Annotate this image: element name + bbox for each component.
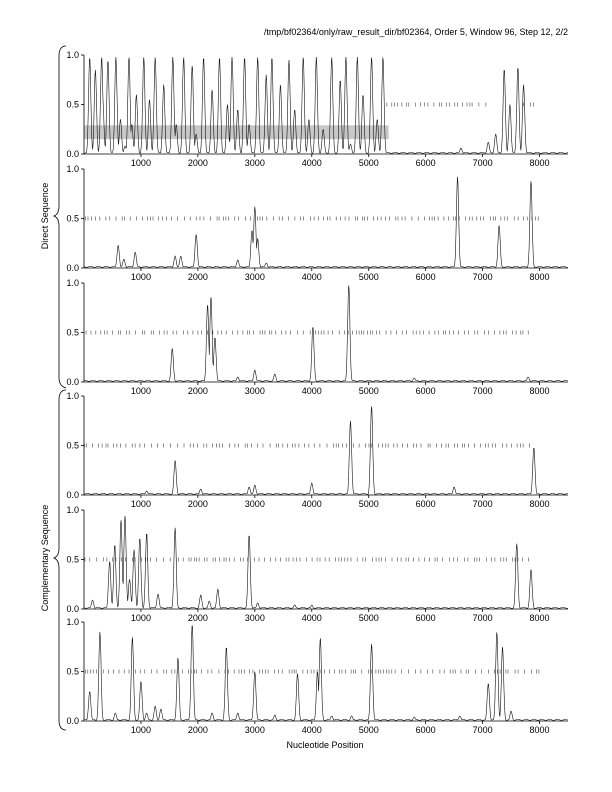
y-tick-label: 0.0 xyxy=(66,263,79,273)
x-tick-label: 1000 xyxy=(131,499,151,509)
signal-trace xyxy=(83,176,568,268)
panel-3: 0.0 0.5 1.0 1000 2000 3000 4000 5000 6000 7000 800… xyxy=(66,278,568,396)
x-tick-label: 7000 xyxy=(473,272,493,282)
panel-2: 0.0 0.5 1.0 1000 2000 3000 4000 5000 6000 7000 800… xyxy=(66,164,568,282)
y-tick-label: 0.0 xyxy=(66,149,79,159)
x-tick-label: 3000 xyxy=(245,386,265,396)
group-brackets: Direct Sequence Complementary Sequence xyxy=(40,45,67,731)
signal-trace xyxy=(83,56,568,154)
x-tick-label: 1000 xyxy=(131,386,151,396)
tick-mark-row xyxy=(84,557,529,562)
x-tick-label: 4000 xyxy=(302,386,322,396)
x-tick-label: 2000 xyxy=(188,272,208,282)
panel-4: 0.0 0.5 1.0 1000 2000 3000 4000 5000 6000 7000 800… xyxy=(66,391,568,509)
y-tick-label: 0.5 xyxy=(66,667,79,677)
y-tick-label: 1.0 xyxy=(66,50,79,60)
y-tick-label: 0.0 xyxy=(66,377,79,387)
panel-5: 0.0 0.5 1.0 1000 2000 3000 4000 5000 6000 7000 800… xyxy=(66,505,568,623)
x-tick-label: 2000 xyxy=(188,499,208,509)
x-tick-label: 4000 xyxy=(302,613,322,623)
x-tick-label: 3000 xyxy=(245,613,265,623)
x-tick-label: 4000 xyxy=(302,725,322,735)
tick-mark-row xyxy=(85,669,540,674)
y-tick-label: 0.5 xyxy=(66,100,79,110)
y-tick-label: 0.0 xyxy=(66,490,79,500)
y-tick-label: 0.5 xyxy=(66,214,79,224)
complementary-sequence-bracket xyxy=(52,389,67,731)
signal-trace xyxy=(83,515,568,609)
direct-sequence-label: Direct Sequence xyxy=(40,183,50,250)
x-tick-label: 2000 xyxy=(188,613,208,623)
x-axis-title: Nucleotide Position xyxy=(286,740,363,750)
y-tick-label: 0.0 xyxy=(66,604,79,614)
y-tick-label: 0.5 xyxy=(66,328,79,338)
x-tick-label: 5000 xyxy=(359,272,379,282)
x-tick-label: 8000 xyxy=(530,158,550,168)
direct-sequence-bracket xyxy=(52,45,67,389)
x-tick-label: 3000 xyxy=(245,725,265,735)
x-tick-label: 5000 xyxy=(359,499,379,509)
figure-title: /tmp/bf02364/only/raw_result_dir/bf02364… xyxy=(264,27,568,37)
x-tick-label: 3000 xyxy=(245,158,265,168)
x-tick-label: 1000 xyxy=(131,613,151,623)
tick-mark-row xyxy=(386,102,534,107)
x-tick-label: 7000 xyxy=(473,499,493,509)
x-tick-label: 1000 xyxy=(131,158,151,168)
x-tick-label: 5000 xyxy=(359,613,379,623)
y-tick-label: 0.5 xyxy=(66,441,79,451)
x-tick-label: 6000 xyxy=(416,158,436,168)
x-tick-label: 5000 xyxy=(359,158,379,168)
complementary-sequence-label: Complementary Sequence xyxy=(40,505,50,612)
x-tick-label: 3000 xyxy=(245,272,265,282)
x-tick-label: 4000 xyxy=(302,158,322,168)
x-tick-label: 1000 xyxy=(131,272,151,282)
x-tick-label: 2000 xyxy=(188,386,208,396)
x-tick-label: 7000 xyxy=(473,613,493,623)
y-tick-label: 0.5 xyxy=(66,555,79,565)
y-tick-label: 1.0 xyxy=(66,617,79,627)
signal-trace xyxy=(83,406,568,495)
x-tick-label: 7000 xyxy=(473,158,493,168)
panel-6: 0.0 0.5 1.0 1000 2000 3000 4000 5000 6000 7000 800… xyxy=(66,617,568,735)
y-tick-label: 1.0 xyxy=(66,505,79,515)
x-tick-label: 4000 xyxy=(302,499,322,509)
y-tick-label: 0.0 xyxy=(66,716,79,726)
x-tick-label: 5000 xyxy=(359,725,379,735)
x-tick-label: 2000 xyxy=(188,725,208,735)
y-tick-label: 1.0 xyxy=(66,391,79,401)
x-tick-label: 7000 xyxy=(473,386,493,396)
x-tick-label: 3000 xyxy=(245,499,265,509)
x-tick-label: 6000 xyxy=(416,613,436,623)
x-tick-label: 8000 xyxy=(530,272,550,282)
x-tick-label: 5000 xyxy=(359,386,379,396)
x-tick-label: 8000 xyxy=(530,386,550,396)
x-tick-label: 8000 xyxy=(530,725,550,735)
y-tick-label: 1.0 xyxy=(66,164,79,174)
tick-mark-row xyxy=(85,330,529,335)
tick-mark-row xyxy=(85,216,539,221)
x-tick-label: 8000 xyxy=(530,499,550,509)
panel-1: 0.0 0.5 1.0 1000 2000 3000 4000 5000 6000 7000 800… xyxy=(66,50,568,168)
y-tick-label: 1.0 xyxy=(66,278,79,288)
tick-mark-row xyxy=(84,443,530,448)
x-tick-label: 6000 xyxy=(416,499,436,509)
x-tick-label: 1000 xyxy=(131,725,151,735)
x-tick-label: 8000 xyxy=(530,613,550,623)
signal-trace xyxy=(83,285,568,382)
x-tick-label: 6000 xyxy=(416,272,436,282)
signal-trace xyxy=(83,625,568,722)
x-tick-label: 7000 xyxy=(473,725,493,735)
x-tick-label: 6000 xyxy=(416,386,436,396)
x-tick-label: 4000 xyxy=(302,272,322,282)
x-tick-label: 6000 xyxy=(416,725,436,735)
x-tick-label: 2000 xyxy=(188,158,208,168)
panels: 0.0 0.5 1.0 1000 2000 3000 4000 5000 6000 7000 800… xyxy=(66,50,568,735)
